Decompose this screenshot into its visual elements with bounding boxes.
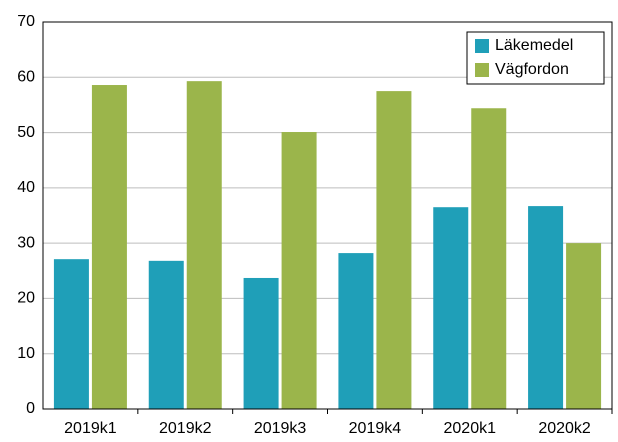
- bar: [566, 243, 602, 409]
- legend-label: Vägfordon: [495, 61, 569, 78]
- y-tick-label: 20: [17, 290, 35, 307]
- legend-label: Läkemedel: [495, 37, 573, 54]
- legend-swatch: [475, 63, 489, 77]
- bar: [376, 91, 412, 409]
- bar: [528, 206, 564, 409]
- y-tick-label: 0: [26, 400, 35, 417]
- bar: [243, 277, 279, 409]
- bar: [148, 260, 184, 409]
- x-tick-label: 2019k3: [254, 420, 307, 437]
- x-tick-label: 2020k1: [444, 420, 497, 437]
- y-tick-label: 70: [17, 13, 35, 30]
- y-tick-label: 50: [17, 124, 35, 141]
- y-tick-label: 40: [17, 179, 35, 196]
- x-tick-label: 2019k4: [349, 420, 402, 437]
- x-tick-label: 2020k2: [538, 420, 591, 437]
- bar: [338, 253, 374, 409]
- y-tick-label: 10: [17, 345, 35, 362]
- bar: [53, 259, 89, 409]
- y-tick-label: 30: [17, 234, 35, 251]
- x-tick-label: 2019k2: [159, 420, 212, 437]
- bar: [91, 85, 127, 410]
- bar: [281, 132, 317, 410]
- bar: [433, 207, 469, 409]
- x-tick-label: 2019k1: [64, 420, 117, 437]
- bar: [186, 81, 222, 410]
- legend-box: [466, 31, 605, 85]
- y-tick-label: 60: [17, 69, 35, 86]
- legend-swatch: [475, 39, 489, 53]
- plot-frame: [42, 21, 613, 410]
- bar: [471, 108, 507, 409]
